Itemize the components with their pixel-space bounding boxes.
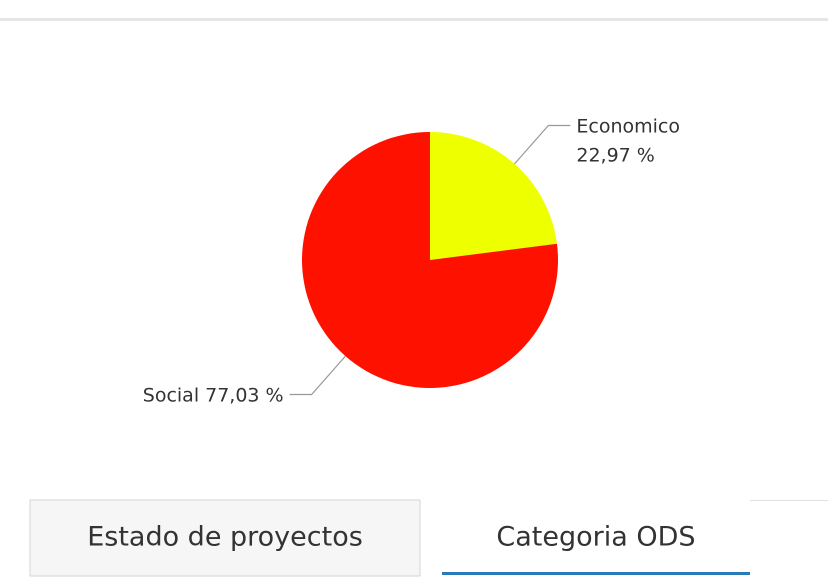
slice-name: Social: [143, 385, 199, 407]
tab-button-active[interactable]: [442, 500, 750, 576]
pie-chart: Economico 22,97 % Social 77,03 %: [143, 115, 680, 406]
tab-button[interactable]: [29, 499, 421, 577]
leader-line: [289, 355, 346, 396]
tab-underline: [442, 572, 750, 575]
pie-slice: [302, 132, 558, 388]
leader-line: [514, 124, 571, 165]
slice-label: Economico 22,97 %: [576, 115, 680, 166]
slice-value: 77,03 %: [205, 385, 284, 407]
slice-value: 22,97 %: [576, 144, 655, 166]
tab-bar-border: [750, 500, 828, 501]
slice-name: Economico: [576, 115, 680, 137]
pie-slice: [430, 132, 557, 260]
top-divider: [0, 18, 828, 21]
tab-label[interactable]: Categoria ODS: [496, 522, 695, 553]
slice-label: Social 77,03 %: [143, 385, 284, 407]
tab-label[interactable]: Estado de proyectos: [87, 522, 363, 553]
